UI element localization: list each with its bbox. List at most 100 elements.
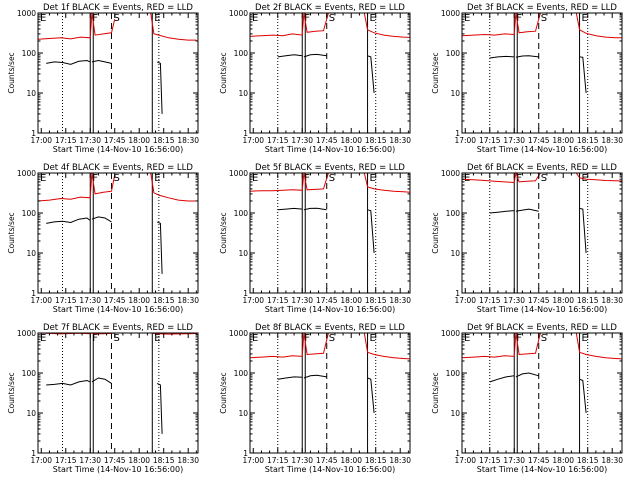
lld-series-line	[575, 172, 623, 182]
x-tick-label: 17:00	[242, 296, 264, 305]
x-tick-label: 17:15	[479, 456, 501, 465]
x-tick-label: 18:00	[552, 456, 574, 465]
marker-label: F	[92, 13, 98, 24]
marker-label: E	[40, 13, 46, 24]
events-series-line	[303, 374, 327, 379]
panel-title: Det 1f BLACK = Events, RED = LLD	[43, 3, 193, 13]
events-series-line	[46, 379, 91, 386]
marker-label: E	[582, 333, 588, 344]
x-tick-label: 17:00	[454, 296, 476, 305]
events-series-line	[579, 207, 587, 254]
y-tick-label: 1	[243, 449, 248, 458]
lld-series-line	[249, 12, 329, 37]
x-tick-label: 18:00	[128, 136, 150, 145]
x-tick-label: 17:45	[316, 456, 338, 465]
x-tick-label: 18:30	[601, 296, 623, 305]
x-tick-label: 17:00	[30, 456, 52, 465]
x-tick-label: 17:30	[79, 296, 101, 305]
y-axis-label: Counts/sec	[219, 52, 228, 93]
lld-series-line	[363, 172, 411, 193]
x-tick-label: 18:15	[153, 456, 175, 465]
lld-series-line	[150, 12, 197, 41]
y-tick-label: 10	[450, 249, 460, 258]
x-tick-label: 17:15	[55, 296, 77, 305]
plot-frame	[37, 172, 199, 294]
marker-label: F	[516, 333, 522, 344]
y-tick-label: 1000	[441, 9, 460, 18]
x-tick-label: 17:30	[503, 456, 525, 465]
x-tick-label: 17:00	[242, 456, 264, 465]
lld-series-line	[363, 332, 411, 360]
marker-label: F	[92, 333, 98, 344]
x-axis-label: Start Time (14-Nov-10 16:56:00)	[265, 305, 395, 314]
x-tick-label: 17:30	[291, 296, 313, 305]
y-tick-label: 1	[31, 129, 36, 138]
x-tick-label: 17:45	[104, 456, 126, 465]
lld-series-line	[249, 172, 329, 192]
y-axis-label: Counts/sec	[7, 372, 16, 413]
panel-title: Det 6f BLACK = Events, RED = LLD	[467, 163, 617, 173]
events-series-line	[367, 55, 375, 94]
events-series-line	[303, 53, 327, 58]
lld-series-line	[150, 172, 197, 202]
x-tick-label: 18:00	[340, 136, 362, 145]
x-tick-label: 17:45	[104, 136, 126, 145]
x-tick-label: 17:45	[316, 296, 338, 305]
events-series-line	[579, 56, 587, 94]
lld-series-line	[461, 171, 541, 184]
marker-label: E	[252, 13, 258, 24]
x-tick-label: 17:45	[528, 136, 550, 145]
x-tick-label: 18:15	[577, 456, 599, 465]
plot-frame	[461, 172, 623, 294]
x-tick-label: 17:45	[528, 296, 550, 305]
y-tick-label: 100	[446, 209, 461, 218]
x-axis-label: Start Time (14-Nov-10 16:56:00)	[477, 145, 607, 154]
x-tick-label: 17:45	[316, 136, 338, 145]
lld-series-line	[249, 332, 329, 359]
marker-label: E	[370, 333, 376, 344]
panel-title: Det 2f BLACK = Events, RED = LLD	[255, 3, 405, 13]
marker-label: E	[154, 13, 160, 24]
x-tick-label: 17:15	[55, 456, 77, 465]
marker-label: F	[304, 13, 310, 24]
x-axis-label: Start Time (14-Nov-10 16:56:00)	[265, 465, 395, 474]
marker-label: F	[304, 333, 310, 344]
events-series-line	[91, 216, 112, 223]
x-axis-label: Start Time (14-Nov-10 16:56:00)	[53, 145, 183, 154]
x-tick-label: 18:00	[128, 456, 150, 465]
x-tick-label: 18:15	[153, 296, 175, 305]
y-tick-label: 1	[243, 129, 248, 138]
x-tick-label: 17:15	[55, 136, 77, 145]
x-tick-label: 18:00	[340, 456, 362, 465]
lld-series-line	[363, 12, 411, 38]
y-tick-label: 1	[31, 289, 36, 298]
marker-label: E	[464, 173, 470, 184]
plot-frame	[249, 332, 411, 454]
y-tick-label: 1000	[17, 169, 36, 178]
marker-label: F	[92, 173, 98, 184]
y-tick-label: 10	[26, 89, 36, 98]
x-tick-label: 17:00	[30, 136, 52, 145]
plot-frame	[37, 12, 199, 134]
panel-title: Det 3f BLACK = Events, RED = LLD	[467, 3, 617, 13]
x-tick-label: 17:00	[454, 136, 476, 145]
x-tick-label: 17:15	[479, 296, 501, 305]
y-tick-label: 1	[455, 449, 460, 458]
events-series-line	[515, 55, 539, 58]
marker-label: S	[541, 13, 547, 24]
y-tick-label: 10	[26, 409, 36, 418]
lld-series-line	[461, 12, 541, 37]
x-tick-label: 18:15	[365, 456, 387, 465]
events-series-line	[489, 55, 515, 59]
y-tick-label: 100	[446, 369, 461, 378]
y-axis-label: Counts/sec	[431, 212, 440, 253]
marker-label: S	[113, 13, 119, 24]
x-tick-label: 17:30	[79, 456, 101, 465]
marker-label: E	[464, 13, 470, 24]
x-tick-label: 17:00	[242, 136, 264, 145]
plot-frame	[461, 12, 623, 134]
